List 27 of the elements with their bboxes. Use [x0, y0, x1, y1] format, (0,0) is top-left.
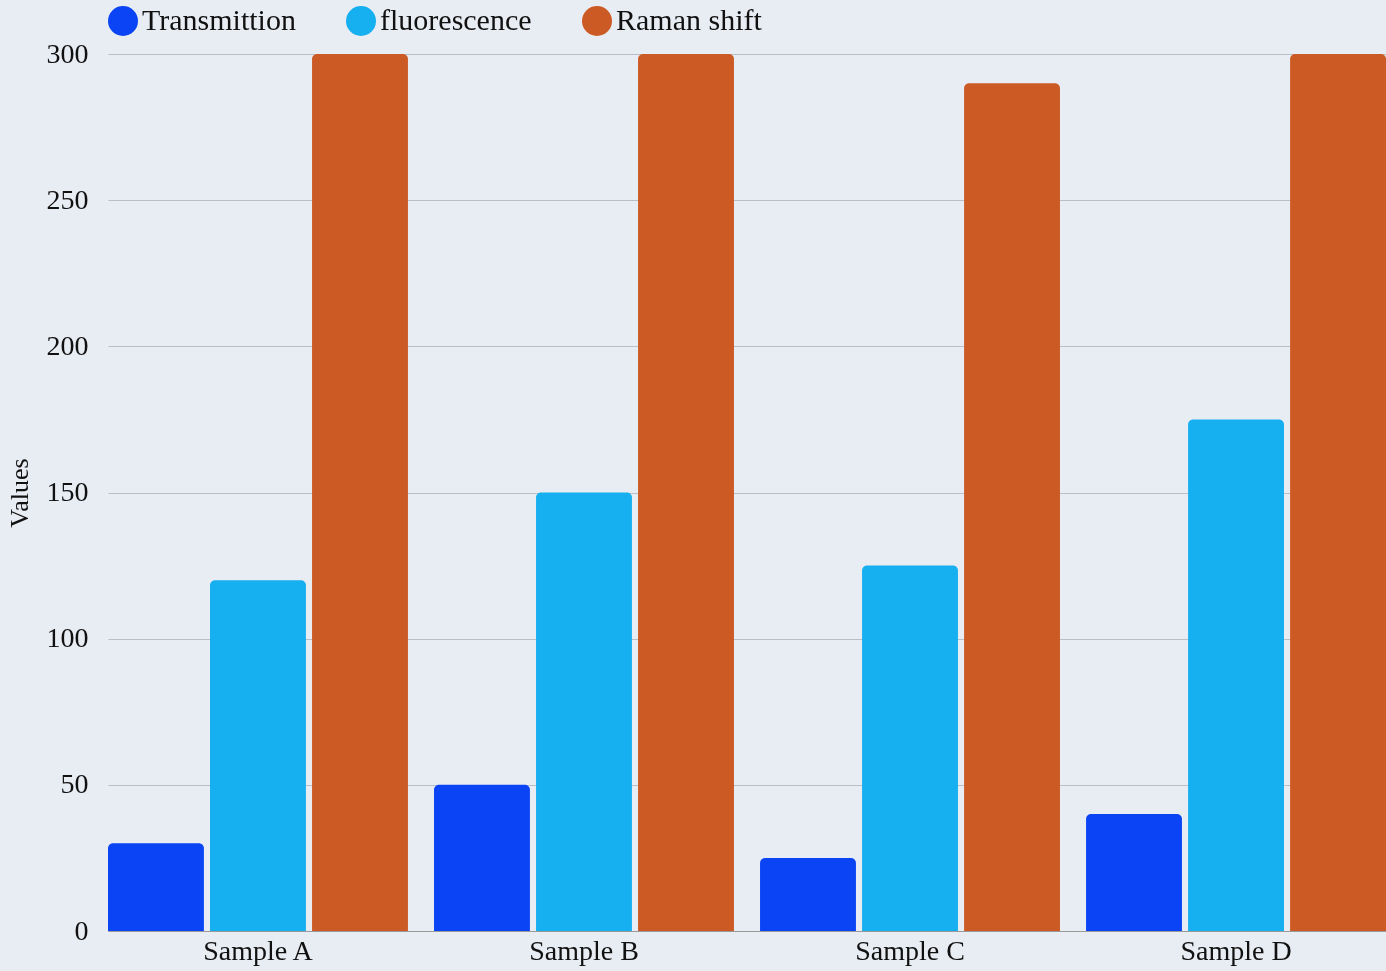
y-tick-label: 0 — [74, 914, 89, 946]
x-tick-label: Sample C — [855, 934, 965, 966]
y-tick-label: 50 — [60, 768, 89, 800]
bar — [434, 784, 530, 931]
bar — [312, 54, 408, 931]
bar — [760, 857, 856, 931]
y-tick-label: 250 — [46, 183, 89, 215]
y-tick-label: 200 — [46, 329, 89, 361]
x-tick-label: Sample D — [1180, 934, 1292, 966]
x-tick-label: Sample B — [529, 934, 639, 966]
bar — [862, 565, 958, 931]
legend-label: fluorescence — [380, 3, 532, 36]
y-tick-label: 300 — [46, 37, 89, 69]
bar — [210, 580, 306, 931]
x-tick-label: Sample A — [203, 934, 314, 966]
bar — [108, 843, 204, 931]
bar — [1086, 814, 1182, 931]
bar — [964, 83, 1060, 931]
legend-label: Raman shift — [616, 3, 763, 36]
legend-label: Transmittion — [142, 3, 296, 36]
bar — [1290, 54, 1386, 931]
y-axis-title: Values — [4, 458, 34, 528]
y-tick-label: 100 — [46, 622, 89, 654]
bar — [1188, 419, 1284, 931]
bar — [536, 492, 632, 931]
bar — [638, 54, 734, 931]
y-tick-label: 150 — [46, 476, 89, 507]
